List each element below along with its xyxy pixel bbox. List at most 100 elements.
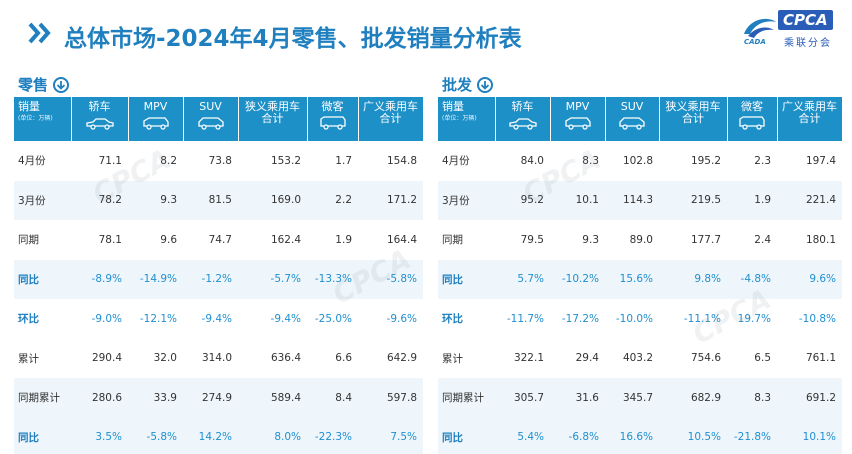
table-cell: 197.4 (805, 154, 836, 167)
table-cell: 8.4 (307, 378, 358, 418)
table-cell: 114.3 (605, 180, 659, 220)
table-row: 同期 79.5 9.3 89.0 177.7 2.4 180.1 (438, 220, 842, 260)
table-cell: -10.8% (798, 312, 836, 325)
header-cell-sales: 销量 (单位：万辆) (438, 97, 496, 141)
table-cell: 754.6 (690, 352, 721, 365)
table-row: 同期累计 305.7 31.6 345.7 682.9 8.3 691.2 (438, 378, 842, 418)
column-header-label: 轿车 (88, 100, 111, 113)
table-cell: 73.8 (208, 154, 232, 167)
row-label: 环比 (442, 313, 463, 326)
header-cell: 微客 (307, 97, 359, 141)
circle-down-arrow-icon[interactable] (477, 76, 494, 93)
table-cell: 2.3 (754, 154, 771, 167)
table-cell: -10.0% (615, 312, 653, 325)
row-label: 累计 (442, 352, 463, 365)
table-cell: 761.1 (805, 352, 836, 365)
table-cell: -9.4% (201, 312, 232, 325)
table-cell: -9.4% (270, 312, 301, 325)
row-label: 同比 (14, 417, 71, 454)
column-header-label: 合计 (682, 112, 704, 125)
table-cell: 682.9 (659, 378, 727, 418)
table-cell: 81.5 (183, 180, 238, 220)
table-header-row: 销量 (单位：万辆) 轿车 MPV SUV 狭义乘用车 合计 微客 广义乘用车 合计 (438, 97, 843, 141)
row-label: 3月份 (14, 180, 71, 220)
table-cell: 10.5% (659, 417, 727, 454)
row-label: 同期累计 (14, 378, 71, 418)
table-cell: 164.4 (386, 233, 417, 246)
table-cell: 8.0% (238, 417, 307, 454)
row-label: 同比 (14, 259, 71, 299)
swirl-icon (744, 18, 776, 38)
table-row: 环比 -9.0% -12.1% -9.4% -9.4% -25.0% -9.6% (14, 299, 423, 339)
table-cell: 219.5 (659, 180, 727, 220)
table-cell: 89.0 (629, 233, 653, 246)
chevron-right-icon (28, 22, 51, 44)
table-cell: -11.1% (683, 312, 721, 325)
table-cell: 10.1 (550, 180, 605, 220)
header-cell: 广义乘用车 合计 (777, 97, 843, 141)
table-cell: 171.2 (358, 180, 423, 220)
table-cell: 6.5 (754, 352, 771, 365)
table-cell: 102.8 (622, 154, 653, 167)
table-cell: 154.8 (386, 154, 417, 167)
table-cell: 589.4 (238, 378, 307, 418)
table-header-row: 销量 (单位：万辆) 轿车 MPV SUV 狭义乘用车 合计 微客 广义乘用车 合计 (14, 97, 424, 141)
table-row: 环比 -11.7% -17.2% -10.0% -11.1% 19.7% -10.8% (438, 299, 842, 339)
table-cell: -14.9% (128, 259, 183, 299)
table-cell: 2.4 (754, 233, 771, 246)
table-row: 4月份 84.0 8.3 102.8 195.2 2.3 197.4 (438, 141, 842, 181)
table-row: 同比 5.4% -6.8% 16.6% 10.5% -21.8% 10.1% (438, 417, 842, 454)
column-header-label: 广义乘用车 (782, 100, 837, 113)
table-cell: 345.7 (605, 378, 659, 418)
table-cell: 9.3 (128, 180, 183, 220)
table-cell: -17.2% (561, 312, 599, 325)
wholesale-section-label: 批发 (442, 76, 473, 94)
van-icon (319, 116, 346, 130)
logo-subtext: 乘联分会 (784, 38, 832, 49)
table-cell: 10.1% (777, 417, 842, 454)
table-cell: 177.7 (690, 233, 721, 246)
table-cell: 31.6 (550, 378, 605, 418)
table-cell: 84.0 (520, 154, 544, 167)
table-cell: 597.8 (358, 378, 423, 418)
row-label: 同期 (442, 234, 463, 247)
table-cell: 9.8% (659, 259, 727, 299)
column-header-label: SUV (620, 100, 644, 113)
table-cell: 8.3 (582, 154, 599, 167)
table-cell: 2.2 (307, 180, 358, 220)
table-cell: 9.6 (160, 233, 177, 246)
table-cell: 9.6% (777, 259, 842, 299)
table-cell: -9.6% (386, 312, 417, 325)
column-header-label: 合计 (798, 112, 821, 125)
row-label: 同比 (438, 417, 495, 454)
table-row: 同比 5.7% -10.2% 15.6% 9.8% -4.8% 9.6% (438, 259, 842, 299)
retail-table: 销量 (单位：万辆) 轿车 MPV SUV 狭义乘用车 合计 微客 广义乘用车 合计 4月份 71.1… (14, 97, 424, 454)
table-cell: -5.8% (358, 259, 423, 299)
mpv-icon (564, 117, 591, 130)
retail-section-label: 零售 (18, 76, 49, 94)
table-cell: 274.9 (183, 378, 238, 418)
table-cell: 642.9 (386, 352, 417, 365)
table-cell: 7.5% (358, 417, 423, 454)
suv-icon (197, 117, 224, 130)
table-cell: -11.7% (506, 312, 544, 325)
table-cell: 32.0 (153, 352, 177, 365)
table-cell: 305.7 (495, 378, 550, 418)
cpca-logo: CADA CPCA 乘联分会 (740, 8, 840, 52)
table-cell: 153.2 (270, 154, 301, 167)
page-header: 总体市场-2024年4月零售、批发销量分析表 CADA CPCA 乘联分会 (0, 0, 852, 62)
row-label: 4月份 (442, 155, 470, 168)
table-cell: 33.9 (128, 378, 183, 418)
circle-down-arrow-icon[interactable] (53, 76, 70, 93)
table-cell: 322.1 (513, 352, 544, 365)
table-cell: -12.1% (139, 312, 177, 325)
table-cell: 403.2 (622, 352, 653, 365)
table-cell: 162.4 (270, 233, 301, 246)
table-cell: 169.0 (238, 180, 307, 220)
header-cell: MPV (128, 97, 184, 141)
sedan-icon (508, 118, 537, 130)
table-row: 同比 3.5% -5.8% 14.2% 8.0% -22.3% 7.5% (14, 417, 423, 454)
retail-section-title: 零售 (18, 74, 70, 95)
table-cell: -6.8% (550, 417, 605, 454)
table-row: 同比 -8.9% -14.9% -1.2% -5.7% -13.3% -5.8% (14, 259, 423, 299)
